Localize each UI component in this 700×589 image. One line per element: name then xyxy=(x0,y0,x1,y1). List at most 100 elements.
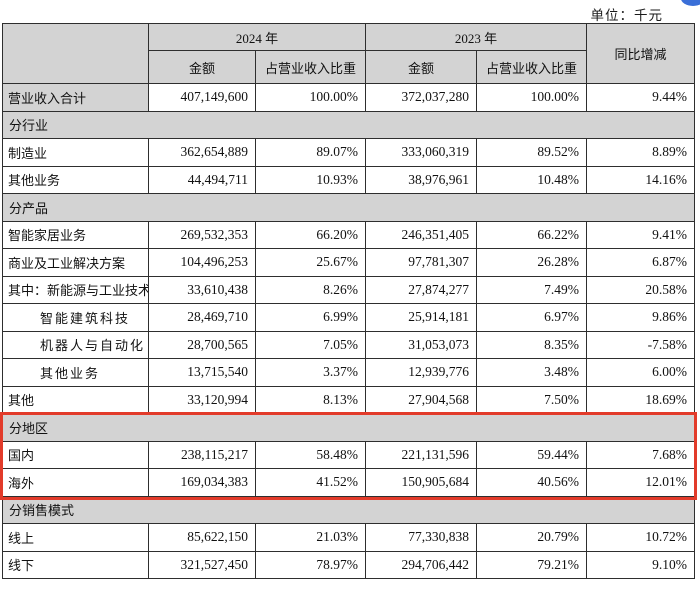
yoy-change: 7.68% xyxy=(586,440,696,469)
table-row: 营业收入合计 407,149,600 100.00% 372,037,280 100.0… xyxy=(2,83,696,112)
ratio-2024: 6.99% xyxy=(254,303,367,332)
table-row: 智能建筑科技 28,469,710 6.99% 25,914,181 6.97% 9.86… xyxy=(2,303,696,332)
yoy-change: 9.10% xyxy=(586,550,696,579)
header-year-2023: 2023 年 xyxy=(365,23,588,51)
amount-2023: 246,351,405 xyxy=(365,220,478,249)
amount-2023: 27,874,277 xyxy=(365,275,478,304)
section-label: 分产品 xyxy=(1,193,696,222)
ratio-2023: 20.79% xyxy=(476,523,588,552)
table-row: 其中：新能源与工业技术 33,610,438 8.26% 27,874,277 7.49… xyxy=(2,275,696,304)
amount-2024: 269,532,353 xyxy=(148,220,256,249)
amount-2023: 294,706,442 xyxy=(365,550,478,579)
section-row: 分销售模式 xyxy=(1,495,696,524)
table-row: 机器人与自动化 28,700,565 7.05% 31,053,073 8.35% -7.… xyxy=(2,330,696,359)
yoy-change: -7.58% xyxy=(586,330,696,359)
ratio-2024: 78.97% xyxy=(254,550,367,579)
amount-2023: 12,939,776 xyxy=(365,358,478,387)
ratio-2024: 100.00% xyxy=(254,83,367,112)
table-row: 其他 33,120,994 8.13% 27,904,568 7.50% 18.69% xyxy=(2,385,696,414)
amount-2023: 221,131,596 xyxy=(365,440,478,469)
row-label: 线下 xyxy=(2,550,149,579)
ratio-2024: 10.93% xyxy=(254,165,367,194)
amount-2023: 150,905,684 xyxy=(365,468,478,497)
amount-2023: 77,330,838 xyxy=(365,523,478,552)
row-label: 制造业 xyxy=(2,138,149,167)
header-ratio-2024: 占营业收入比重 xyxy=(254,50,367,84)
ratio-2024: 89.07% xyxy=(254,138,367,167)
header-year-2024: 2024 年 xyxy=(147,23,367,51)
amount-2023: 27,904,568 xyxy=(365,385,478,414)
section-row: 分产品 xyxy=(1,193,696,222)
row-label: 其他业务 xyxy=(2,165,149,194)
ratio-2024: 41.52% xyxy=(254,468,367,497)
ratio-2024: 66.20% xyxy=(254,220,367,249)
amount-2024: 28,469,710 xyxy=(148,303,256,332)
ratio-2023: 79.21% xyxy=(476,550,588,579)
header-ratio-2023: 占营业收入比重 xyxy=(476,50,588,84)
yoy-change: 9.44% xyxy=(586,83,696,112)
ratio-2023: 26.28% xyxy=(476,248,588,277)
row-label: 智能建筑科技 xyxy=(2,303,149,332)
table-row: 线下 321,527,450 78.97% 294,706,442 79.21% 9.10… xyxy=(2,550,696,579)
row-label: 其他 xyxy=(2,385,149,414)
amount-2023: 31,053,073 xyxy=(365,330,478,359)
amount-2024: 44,494,711 xyxy=(148,165,256,194)
header-amount-2024: 金额 xyxy=(148,50,256,84)
ratio-2024: 58.48% xyxy=(254,440,367,469)
unit-label: 单位：千元 xyxy=(590,8,663,23)
table-body: 营业收入合计 407,149,600 100.00% 372,037,280 100.0… xyxy=(1,83,696,579)
amount-2023: 333,060,319 xyxy=(365,138,478,167)
table-header: 2024 年 2023 年 同比增减 金额 占营业收入比重 金额 占营业收入比重 xyxy=(2,23,696,84)
row-label: 智能家居业务 xyxy=(2,220,149,249)
amount-2024: 28,700,565 xyxy=(148,330,256,359)
header-empty-cell xyxy=(2,23,149,84)
header-row-years: 2024 年 2023 年 同比增减 xyxy=(2,23,696,84)
yoy-change: 9.86% xyxy=(586,303,696,332)
ratio-2023: 6.97% xyxy=(476,303,588,332)
ratio-2023: 100.00% xyxy=(476,83,588,112)
yoy-change: 6.00% xyxy=(586,358,696,387)
ratio-2023: 59.44% xyxy=(476,440,588,469)
header-row-measures: 金额 占营业收入比重 金额 占营业收入比重 xyxy=(3,50,695,84)
amount-2023: 97,781,307 xyxy=(365,248,478,277)
ratio-2024: 21.03% xyxy=(254,523,367,552)
ratio-2023: 7.50% xyxy=(476,385,588,414)
amount-2024: 238,115,217 xyxy=(148,440,256,469)
ratio-2023: 3.48% xyxy=(476,358,588,387)
ratio-2023: 8.35% xyxy=(476,330,588,359)
ratio-2023: 66.22% xyxy=(476,220,588,249)
header-amount-2023: 金额 xyxy=(365,50,478,84)
table-row: 智能家居业务 269,532,353 66.20% 246,351,405 66.22%… xyxy=(2,220,696,249)
amount-2024: 13,715,540 xyxy=(148,358,256,387)
row-label: 机器人与自动化 xyxy=(2,330,149,359)
yoy-change: 8.89% xyxy=(586,138,696,167)
amount-2024: 362,654,889 xyxy=(148,138,256,167)
amount-2024: 33,610,438 xyxy=(148,275,256,304)
ratio-2024: 8.13% xyxy=(254,385,367,414)
section-row: 分行业 xyxy=(1,110,696,139)
amount-2024: 33,120,994 xyxy=(148,385,256,414)
ratio-2023: 10.48% xyxy=(476,165,588,194)
table-row: 国内 238,115,217 58.48% 221,131,596 59.44% 7.68… xyxy=(2,440,696,469)
ratio-2023: 7.49% xyxy=(476,275,588,304)
ratio-2024: 3.37% xyxy=(254,358,367,387)
row-label: 线上 xyxy=(2,523,149,552)
amount-2023: 372,037,280 xyxy=(365,83,478,112)
amount-2023: 25,914,181 xyxy=(365,303,478,332)
row-label: 营业收入合计 xyxy=(2,83,149,112)
amount-2024: 321,527,450 xyxy=(148,550,256,579)
ratio-2024: 8.26% xyxy=(254,275,367,304)
ratio-2023: 40.56% xyxy=(476,468,588,497)
row-label: 其中：新能源与工业技术 xyxy=(2,275,149,304)
corner-blue-dot-icon xyxy=(681,0,700,6)
table-row: 制造业 362,654,889 89.07% 333,060,319 89.52% 8.8… xyxy=(2,138,696,167)
table-row: 商业及工业解决方案 104,496,253 25.67% 97,781,307 26.2… xyxy=(2,248,696,277)
table-row: 其他业务 13,715,540 3.37% 12,939,776 3.48% 6.00% xyxy=(2,358,696,387)
yoy-change: 9.41% xyxy=(586,220,696,249)
yoy-change: 10.72% xyxy=(586,523,696,552)
row-label: 商业及工业解决方案 xyxy=(2,248,149,277)
table-row: 线上 85,622,150 21.03% 77,330,838 20.79% 10.72% xyxy=(2,523,696,552)
row-label: 国内 xyxy=(2,440,149,469)
section-label: 分地区 xyxy=(1,413,696,442)
table-row: 海外 169,034,383 41.52% 150,905,684 40.56% 12.0… xyxy=(2,468,696,497)
